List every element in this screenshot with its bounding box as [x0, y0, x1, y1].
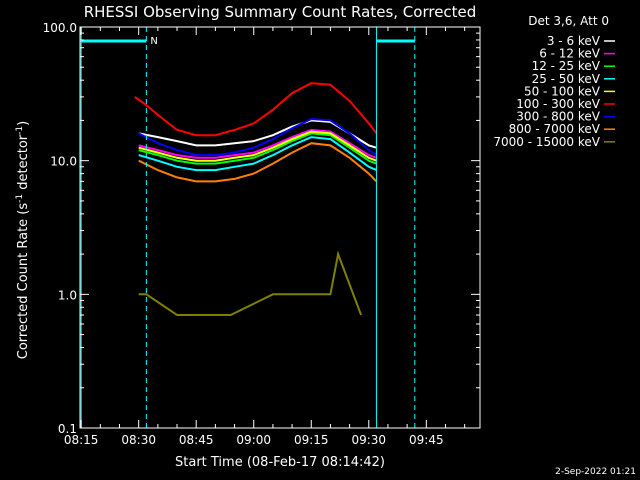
x-tick-label: 09:45: [409, 433, 444, 447]
y-tick-label: 1.0: [58, 288, 77, 302]
series-line-12-25-kev: [138, 132, 377, 165]
x-tick-label: 08:15: [64, 433, 99, 447]
y-axis-label: Corrected Count Rate (s-1 detector-1): [15, 121, 31, 359]
x-tick-label: 09:30: [351, 433, 386, 447]
legend-entry-label: 100 - 300 keV: [516, 97, 600, 111]
x-tick-label: 08:45: [179, 433, 214, 447]
series-layer: [134, 82, 378, 316]
series-line-100-300-kev: [134, 82, 378, 137]
interval-layer: N: [80, 27, 416, 428]
interval-label: N: [150, 36, 157, 47]
footer-timestamp: 2-Sep-2022 01:21: [555, 467, 636, 477]
y-axis-label-sup: -1: [15, 194, 25, 203]
series-line-7000-15000-kev: [138, 250, 363, 316]
series-line-25-50-kev: [138, 136, 377, 172]
axes-layer: 08:15 08:30 08:45 09:00 09:15 09:30 09:45 0.1 1.…: [43, 21, 481, 447]
x-axis-label: Start Time (08-Feb-17 08:14:42): [175, 455, 385, 470]
y-axis-label-part: Corrected Count Rate (s: [16, 203, 31, 360]
y-axis-label-sup: -1: [15, 126, 25, 135]
legend-entry-label: 12 - 25 keV: [532, 59, 601, 73]
legend-entry-label: 25 - 50 keV: [532, 72, 601, 86]
x-tick-label: 09:15: [294, 433, 329, 447]
y-tick-label: 10.0: [50, 155, 77, 169]
legend-entry-label: 3 - 6 keV: [547, 34, 601, 48]
legend-entry-label: 7000 - 15000 keV: [493, 135, 600, 149]
y-tick-label: 0.1: [58, 422, 77, 436]
x-tick-label: 08:30: [121, 433, 156, 447]
legend-entry-label: 800 - 7000 keV: [509, 122, 601, 136]
legend-entry-label: 300 - 800 keV: [516, 110, 600, 124]
chart-title: RHESSI Observing Summary Count Rates, Co…: [84, 3, 477, 21]
series-line-50-100-kev: [138, 130, 377, 162]
x-tick-label: 09:00: [236, 433, 271, 447]
series-line-300-800-kev: [138, 117, 378, 157]
series-line-6-12-kev: [138, 128, 377, 159]
y-tick-label: 100.0: [43, 21, 77, 35]
y-axis-label-part: detector: [16, 134, 31, 194]
series-line-3-6-kev: [138, 119, 377, 149]
legend-entry-label: 6 - 12 keV: [539, 47, 601, 61]
legend-header: Det 3,6, Att 0: [528, 14, 609, 28]
y-axis-label-part: ): [16, 121, 31, 126]
series-line-800-7000-kev: [138, 142, 378, 183]
legend-entry-label: 50 - 100 keV: [524, 84, 601, 98]
plot-frame: [79, 26, 481, 429]
